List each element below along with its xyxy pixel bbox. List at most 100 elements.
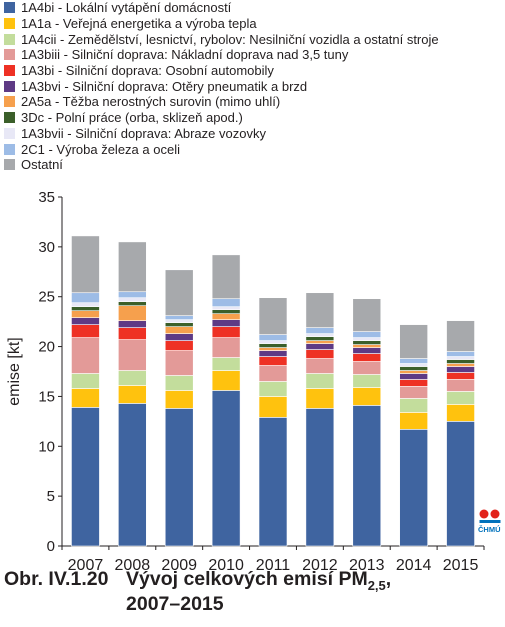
legend-swatch — [4, 49, 15, 61]
bar-segment — [258, 350, 288, 357]
legend-label: 2C1 - Výroba železa a oceli — [21, 141, 180, 157]
legend-label: 1A3biii - Silniční doprava: Nákladní dop… — [21, 47, 349, 63]
bar-segment — [164, 350, 194, 376]
chart-legend: 1A4bi - Lokální vytápění domácností 1A1a … — [4, 0, 504, 173]
bar-segment — [446, 379, 475, 392]
legend-swatch — [4, 33, 15, 45]
bar-segment — [211, 254, 241, 300]
bar-segment — [352, 387, 382, 406]
figure-number: Obr. IV.1.20 — [4, 568, 109, 590]
y-axis-label: emise [kt] — [6, 337, 23, 405]
stacked-bar-chart: 0 5 10 15 20 25 30 35 emise [kt] 2007 2008 2009 2010… — [6, 189, 485, 570]
bar-segment — [258, 417, 288, 547]
bar-segment — [399, 386, 428, 399]
bar-segment — [164, 326, 194, 334]
x-tick-label: 2015 — [443, 557, 479, 570]
bar-segment — [164, 408, 194, 547]
legend-label: 1A4cii - Zemědělství, lesnictví, rybolov… — [21, 31, 439, 47]
legend-item: 3Dc - Polní práce (orba, sklizeň apod.) — [4, 110, 504, 126]
legend-item: 2A5a - Těžba nerostných surovin (mimo uh… — [4, 94, 504, 110]
bar-segment — [446, 363, 475, 367]
bar-segment — [118, 320, 147, 328]
bar-segment — [211, 313, 241, 320]
legend-item: Ostatní — [4, 157, 504, 173]
legend-swatch — [4, 96, 15, 108]
bar-segment — [305, 336, 335, 341]
bar-segment — [352, 405, 382, 547]
bar-segment — [118, 305, 147, 321]
bar-segment — [399, 373, 428, 380]
figure-title-years: 2007–2015 — [126, 592, 224, 615]
x-tick-label: 2013 — [349, 557, 385, 570]
bar-segment — [352, 298, 382, 332]
legend-label: 1A3bvi - Silniční doprava: Otěry pneumat… — [21, 78, 308, 94]
legend-label: 2A5a - Těžba nerostných surovin (mimo uh… — [21, 94, 281, 110]
bar-segment — [446, 404, 475, 422]
chmu-logo-icon — [479, 509, 501, 523]
bar-segment — [211, 337, 241, 358]
bar-segment — [352, 353, 382, 362]
bar-segment — [446, 359, 475, 364]
bar-segment — [71, 302, 100, 307]
bar-segment — [164, 269, 194, 316]
x-tick-label: 2009 — [161, 557, 197, 570]
legend-swatch — [4, 80, 15, 92]
x-tick-label: 2011 — [256, 557, 291, 570]
y-tick-label: 35 — [38, 189, 55, 206]
bar-segment — [164, 340, 194, 351]
y-tick-label: 10 — [38, 438, 55, 455]
bar-segment — [352, 337, 382, 341]
legend-swatch — [4, 2, 15, 14]
bar-segment — [352, 347, 382, 354]
bar-segment — [305, 349, 335, 359]
bar-segment — [71, 388, 100, 408]
bar-segment — [71, 235, 100, 294]
chmu-logo-text: ČHMÚ — [478, 525, 501, 534]
bar-segment — [71, 310, 100, 318]
y-tick-label: 5 — [47, 488, 55, 505]
y-tick-label: 20 — [38, 339, 55, 356]
y-tick-label: 30 — [38, 239, 55, 256]
bar-segment — [305, 327, 335, 334]
bar-segment — [399, 379, 428, 387]
bar-segment — [71, 306, 100, 311]
legend-swatch — [4, 65, 15, 77]
bar-segment — [118, 297, 147, 302]
bar-segment — [71, 324, 100, 338]
legend-label: 1A3bvii - Silniční doprava: Abraze vozov… — [21, 125, 266, 141]
bar-segment — [399, 412, 428, 430]
x-tick-label: 2008 — [115, 557, 151, 570]
x-tick-label: 2007 — [68, 557, 104, 570]
bar-segment — [305, 358, 335, 374]
legend-swatch — [4, 159, 15, 171]
y-tick-label: 15 — [38, 388, 55, 405]
chmu-logo: ČHMÚ — [478, 508, 501, 538]
bar-segment — [446, 421, 475, 547]
bar-segment — [258, 334, 288, 341]
bar-segment — [258, 365, 288, 382]
legend-item: 1A4cii - Zemědělství, lesnictví, rybolov… — [4, 31, 504, 47]
bar-segment — [71, 407, 100, 547]
figure-title: Vývoj celkových emisí PM2,5, — [126, 569, 391, 595]
bar-segment — [118, 339, 147, 371]
bar-segment — [211, 370, 241, 391]
bar-segment — [399, 324, 428, 359]
legend-item: 1A3bvii - Silniční doprava: Abraze vozov… — [4, 126, 504, 142]
bar-segment — [399, 398, 428, 413]
y-tick-label: 25 — [38, 289, 55, 306]
bar-segment — [258, 343, 288, 348]
bar-segment — [305, 292, 335, 328]
bar-segment — [446, 391, 475, 405]
x-tick-label: 2014 — [396, 557, 432, 570]
legend-item: 1A3bvi - Silniční doprava: Otěry pneumat… — [4, 78, 504, 94]
y-tick-label: 0 — [47, 538, 55, 555]
x-tick-label: 2012 — [302, 557, 338, 570]
bar-segment — [258, 396, 288, 418]
bar-segment — [258, 356, 288, 366]
legend-swatch — [4, 143, 15, 155]
bar-segment — [211, 298, 241, 307]
bar-segment — [211, 309, 241, 314]
bar-segment — [399, 370, 428, 374]
figure-caption: Obr. IV.1.20 Vývoj celkových emisí PM2,5… — [4, 568, 504, 615]
bar-segment — [305, 340, 335, 344]
